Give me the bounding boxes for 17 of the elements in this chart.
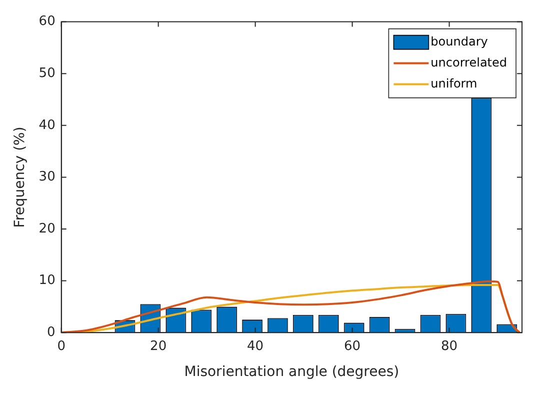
y-axis-title: Frequency (%) xyxy=(12,126,28,228)
y-tick-label: 60 xyxy=(38,14,56,30)
legend-label: uncorrelated xyxy=(430,55,508,70)
x-tick-label: 0 xyxy=(57,338,66,354)
y-tick-label: 0 xyxy=(47,324,56,340)
y-tick-label: 20 xyxy=(38,221,56,236)
legend-label: uniform xyxy=(430,76,478,90)
x-tick-label: 60 xyxy=(344,338,361,354)
y-tick-label: 10 xyxy=(38,273,56,288)
y-tick-label: 50 xyxy=(38,66,56,81)
y-tick-label: 40 xyxy=(38,118,56,133)
x-tick-label: 20 xyxy=(150,338,167,354)
legend-label: boundary xyxy=(430,34,488,48)
y-tick-label: 30 xyxy=(38,170,56,185)
x-tick-label: 80 xyxy=(440,338,458,354)
x-tick-label: 40 xyxy=(247,338,264,354)
x-axis-title: Misorientation angle (degrees) xyxy=(184,364,400,380)
